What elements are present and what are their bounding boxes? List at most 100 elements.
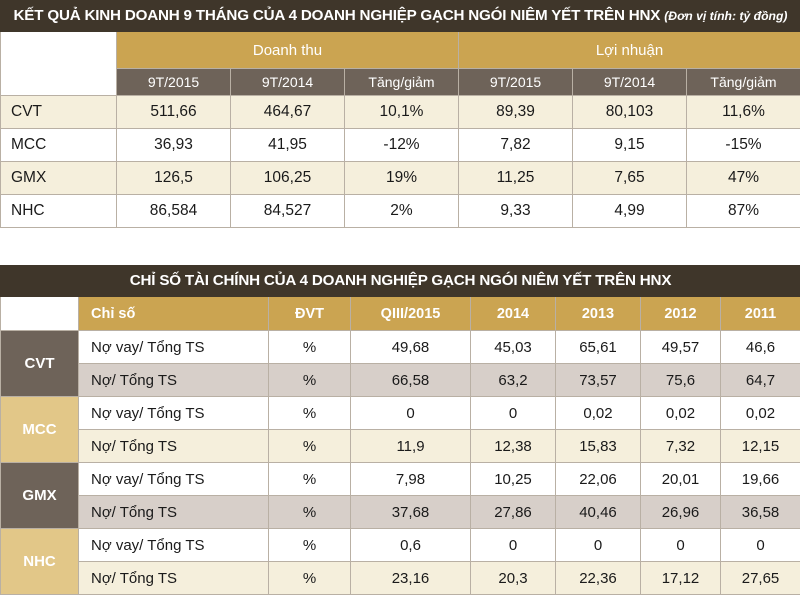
table-row: NHC 86,584 84,527 2% 9,33 4,99 87% [1,195,800,228]
table2-header-q3-2015: QIII/2015 [351,297,471,331]
table-row: CVT Nợ vay/ Tổng TS % 49,68 45,03 65,61 … [1,331,800,364]
table2-cell: 65,61 [556,331,641,364]
table2-group-label: GMX [1,463,79,529]
table2-cell: 15,83 [556,430,641,463]
table2-cell: 0 [641,529,721,562]
table1-cell: 511,66 [117,96,231,129]
table2-unit: % [269,364,351,397]
table2-cell: 0 [351,397,471,430]
table1-cell: 2% [345,195,459,228]
table2-cell: 37,68 [351,496,471,529]
table1-cell: 87% [687,195,800,228]
table2-header-row: Chỉ số ĐVT QIII/2015 2014 2013 2012 2011 [1,297,800,331]
table2-cell: 12,38 [471,430,556,463]
table2-cell: 64,7 [721,364,800,397]
table2-group-label: CVT [1,331,79,397]
table-row: GMX Nợ vay/ Tổng TS % 7,98 10,25 22,06 2… [1,463,800,496]
table1-cell: 84,527 [231,195,345,228]
table1-title-text: KẾT QUẢ KINH DOANH 9 THÁNG CỦA 4 DOANH N… [14,7,661,24]
table2-title-cell: CHỈ SỐ TÀI CHÍNH CỦA 4 DOANH NGHIỆP GẠCH… [1,266,800,297]
table2-cell: 0,02 [556,397,641,430]
table2-header-2011: 2011 [721,297,800,331]
table-row: Nợ/ Tổng TS % 66,58 63,2 73,57 75,6 64,7 [1,364,800,397]
table2-metric: Nợ vay/ Tổng TS [79,331,269,364]
table2-metric: Nợ/ Tổng TS [79,496,269,529]
table2-cell: 7,98 [351,463,471,496]
table2-cell: 45,03 [471,331,556,364]
table1-row-label: GMX [1,162,117,195]
table1-corner-cell [1,32,117,96]
table2-cell: 20,01 [641,463,721,496]
table2-unit: % [269,496,351,529]
table1-cell: 86,584 [117,195,231,228]
table1-cell: 11,25 [459,162,573,195]
financial-ratios-table: CHỈ SỐ TÀI CHÍNH CỦA 4 DOANH NGHIỆP GẠCH… [0,265,800,595]
table1-row-label: NHC [1,195,117,228]
table2-cell: 19,66 [721,463,800,496]
table2-unit: % [269,529,351,562]
table2-header-2014: 2014 [471,297,556,331]
table1-cell: 47% [687,162,800,195]
table1-cell: 10,1% [345,96,459,129]
table-row: Nợ/ Tổng TS % 23,16 20,3 22,36 17,12 27,… [1,562,800,595]
table-row: CVT 511,66 464,67 10,1% 89,39 80,103 11,… [1,96,800,129]
table1-subheader-revenue-2014: 9T/2014 [231,69,345,96]
table2-cell: 63,2 [471,364,556,397]
table2-cell: 40,46 [556,496,641,529]
table2-cell: 49,57 [641,331,721,364]
table-row: Nợ/ Tổng TS % 37,68 27,86 40,46 26,96 36… [1,496,800,529]
table1-row-label: MCC [1,129,117,162]
table2-cell: 26,96 [641,496,721,529]
table1-subheader-profit-change: Tăng/giảm [687,69,800,96]
table2-cell: 7,32 [641,430,721,463]
table2-unit: % [269,430,351,463]
table2-metric: Nợ vay/ Tổng TS [79,463,269,496]
table2-cell: 73,57 [556,364,641,397]
table-separator [0,228,800,265]
table1-subheader-profit-2015: 9T/2015 [459,69,573,96]
table2-cell: 22,06 [556,463,641,496]
table2-unit: % [269,562,351,595]
table2-cell: 0,6 [351,529,471,562]
table2-cell: 17,12 [641,562,721,595]
table1-subheader-revenue-2015: 9T/2015 [117,69,231,96]
table2-metric: Nợ/ Tổng TS [79,562,269,595]
table2-cell: 0 [471,397,556,430]
table2-cell: 46,6 [721,331,800,364]
table-row: MCC 36,93 41,95 -12% 7,82 9,15 -15% [1,129,800,162]
table2-cell: 23,16 [351,562,471,595]
table2-cell: 11,9 [351,430,471,463]
infographic-sheet: KẾT QUẢ KINH DOANH 9 THÁNG CỦA 4 DOANH N… [0,0,800,582]
table2-cell: 0,02 [641,397,721,430]
table2-cell: 0 [721,529,800,562]
table1-cell: 7,65 [573,162,687,195]
table1-cell: 464,67 [231,96,345,129]
table1-cell: 106,25 [231,162,345,195]
table1-cell: 126,5 [117,162,231,195]
table1-sub-header-row: 9T/2015 9T/2014 Tăng/giảm 9T/2015 9T/201… [1,69,800,96]
table2-title-text: CHỈ SỐ TÀI CHÍNH CỦA 4 DOANH NGHIỆP GẠCH… [130,272,672,289]
table2-cell: 75,6 [641,364,721,397]
table1-cell: 4,99 [573,195,687,228]
table2-group-label: NHC [1,529,79,595]
table1-cell: 89,39 [459,96,573,129]
table2-corner-cell [1,297,79,331]
table2-cell: 10,25 [471,463,556,496]
table2-metric: Nợ/ Tổng TS [79,364,269,397]
table2-cell: 20,3 [471,562,556,595]
table2-unit: % [269,331,351,364]
table2-group-label: MCC [1,397,79,463]
table2-metric: Nợ/ Tổng TS [79,430,269,463]
table1-group-header-row: Doanh thu Lợi nhuận [1,32,800,69]
table2-header-2013: 2013 [556,297,641,331]
table2-title-row: CHỈ SỐ TÀI CHÍNH CỦA 4 DOANH NGHIỆP GẠCH… [1,266,800,297]
business-results-table: KẾT QUẢ KINH DOANH 9 THÁNG CỦA 4 DOANH N… [0,0,800,228]
table2-cell: 22,36 [556,562,641,595]
table1-row-label: CVT [1,96,117,129]
table1-group-revenue: Doanh thu [117,32,459,69]
table2-header-2012: 2012 [641,297,721,331]
table1-cell: 9,33 [459,195,573,228]
table-row: MCC Nợ vay/ Tổng TS % 0 0 0,02 0,02 0,02 [1,397,800,430]
table2-metric: Nợ vay/ Tổng TS [79,397,269,430]
table1-unit-note: (Đơn vị tính: tỷ đồng) [664,9,787,23]
